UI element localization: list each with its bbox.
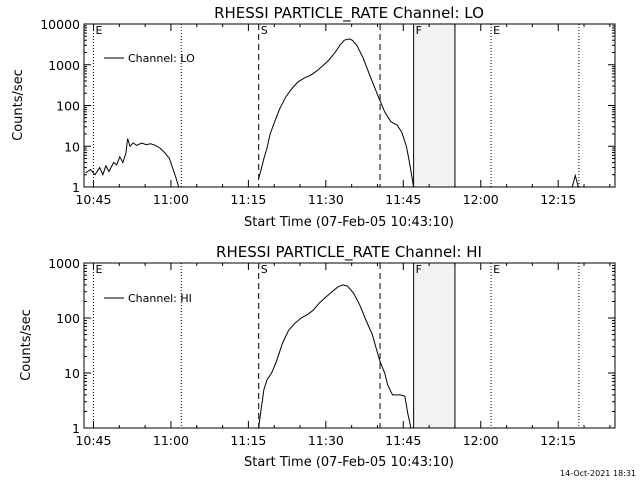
y-tick-label: 10000 xyxy=(40,17,80,32)
x-tick-label: 11:00 xyxy=(153,433,189,448)
x-axis-label: Start Time (07-Feb-05 10:43:10) xyxy=(244,455,454,470)
y-tick-label: 1 xyxy=(72,180,80,195)
x-tick-label: 11:30 xyxy=(308,433,344,448)
y-tick-label: 1 xyxy=(72,421,80,436)
legend: Channel: HI xyxy=(104,292,192,305)
data-line xyxy=(258,284,412,429)
x-tick-label: 12:00 xyxy=(463,433,499,448)
data-line xyxy=(85,38,579,188)
x-tick-label: 11:15 xyxy=(230,192,266,207)
x-tick-label: 11:45 xyxy=(385,433,421,448)
x-tick-label: 12:00 xyxy=(463,192,499,207)
y-axis-label: Counts/sec xyxy=(11,69,26,141)
y-tick-label: 1000 xyxy=(48,58,80,73)
series-line xyxy=(85,138,180,188)
y-axis-ticks: 1 10 100 1000 xyxy=(48,256,615,436)
y-tick-label: 100 xyxy=(56,99,80,114)
legend-label: Channel: LO xyxy=(128,52,195,65)
x-tick-label: 12:15 xyxy=(540,433,576,448)
x-axis-label: Start Time (07-Feb-05 10:43:10) xyxy=(244,215,454,230)
legend: Channel: LO xyxy=(104,52,195,65)
marker-label: E xyxy=(95,263,102,276)
y-tick-label: 100 xyxy=(56,311,80,326)
marker-label: S xyxy=(261,263,268,276)
y-tick-label: 1000 xyxy=(48,256,80,271)
marker-label: F xyxy=(416,24,422,37)
x-tick-label: 10:45 xyxy=(75,192,111,207)
x-tick-label: 12:15 xyxy=(540,192,576,207)
x-tick-label: 11:30 xyxy=(308,192,344,207)
shaded-interval xyxy=(413,263,455,428)
marker-label: S xyxy=(261,24,268,37)
shaded-region xyxy=(413,263,455,428)
marker-label: E xyxy=(493,24,500,37)
marker-label: F xyxy=(416,263,422,276)
y-axis-label: Counts/sec xyxy=(19,309,34,381)
marker-label: E xyxy=(95,24,102,37)
plot-frame xyxy=(83,262,616,429)
shaded-interval xyxy=(413,24,455,187)
chart-title: RHESSI PARTICLE_RATE Channel: HI xyxy=(216,243,482,262)
y-tick-label: 10 xyxy=(64,366,80,381)
x-tick-label: 11:00 xyxy=(153,192,189,207)
y-axis-ticks: 1 10 100 1000 10000 xyxy=(40,17,615,195)
y-tick-label: 10 xyxy=(64,139,80,154)
plot-frame xyxy=(83,23,616,188)
timestamp: 14-Oct-2021 18:31 xyxy=(560,469,636,478)
x-tick-label: 11:15 xyxy=(230,433,266,448)
series-line xyxy=(571,173,579,188)
x-tick-label: 10:45 xyxy=(75,433,111,448)
marker-label: E xyxy=(493,263,500,276)
x-axis-ticks: 10:45 11:00 11:15 11:30 11:45 12:00 12:15 xyxy=(75,24,611,207)
chart-title: RHESSI PARTICLE_RATE Channel: LO xyxy=(214,4,484,23)
legend-label: Channel: HI xyxy=(128,292,192,305)
shaded-region xyxy=(413,24,455,187)
series-line xyxy=(258,38,414,188)
series-line xyxy=(258,284,412,429)
x-tick-label: 11:45 xyxy=(385,192,421,207)
x-axis-ticks: 10:45 11:00 11:15 11:30 11:45 12:00 12:15 xyxy=(75,263,611,448)
